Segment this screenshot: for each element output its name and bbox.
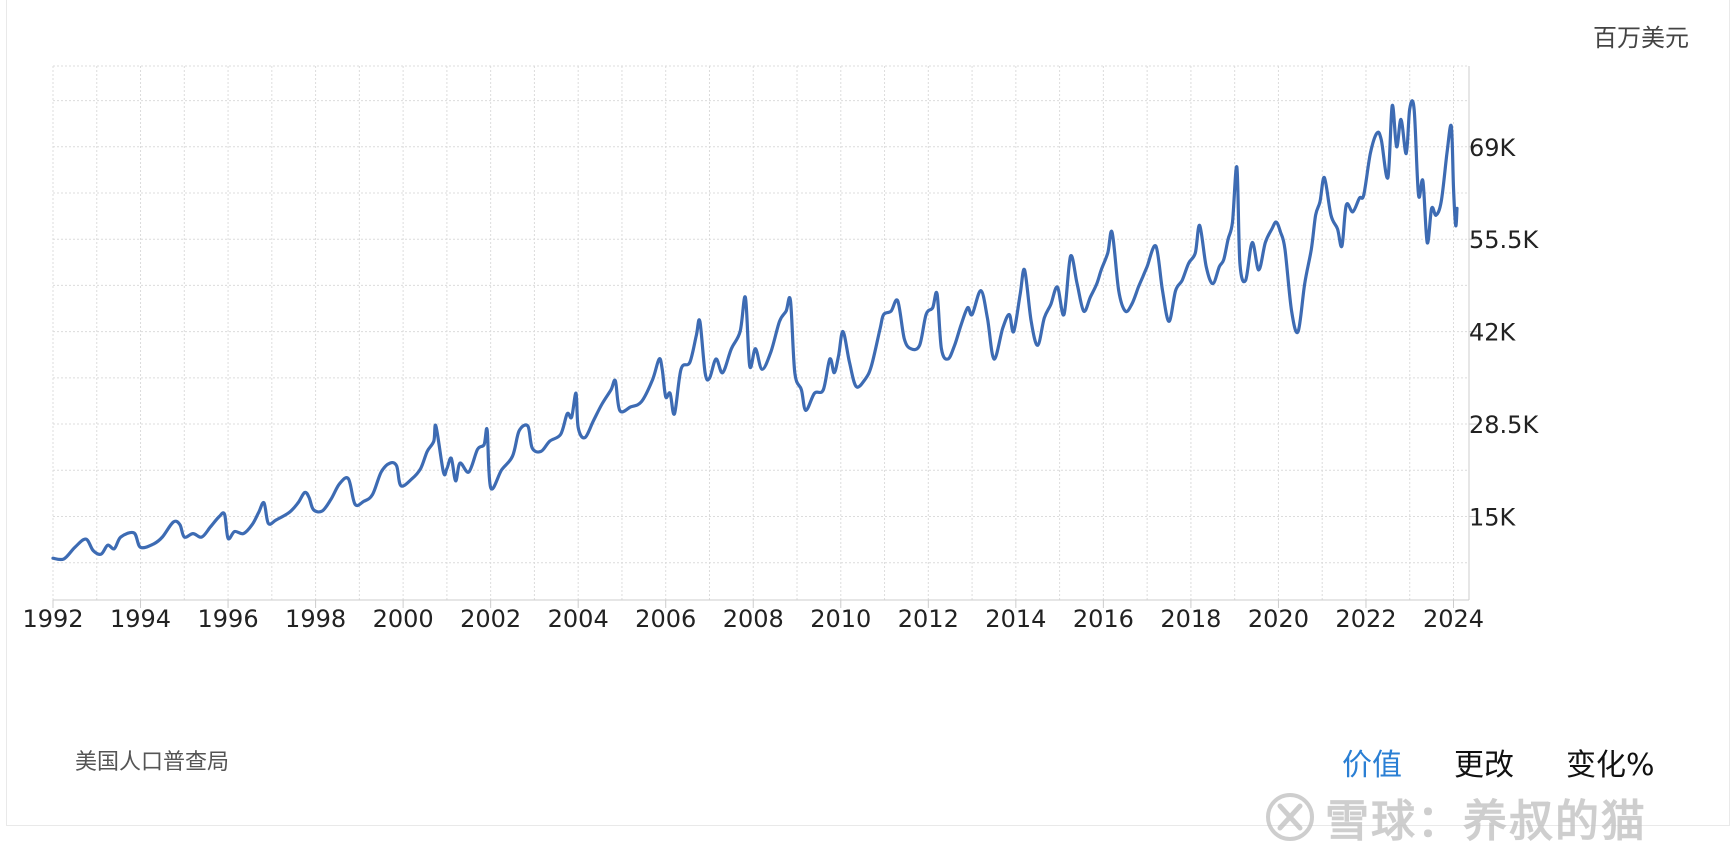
x-tick-label: 2014 [985,605,1046,633]
x-tick-label: 2002 [460,605,521,633]
x-tick-label: 2000 [373,605,434,633]
y-tick-label: 15K [1469,503,1517,531]
y-tick-label: 42K [1469,319,1517,347]
x-tick-label: 2012 [898,605,959,633]
x-tick-label: 2024 [1423,605,1484,633]
y-tick-label: 28.5K [1469,411,1539,439]
x-tick-label: 1996 [198,605,259,633]
y-tick-label: 69K [1469,134,1517,162]
line-chart: 15K 28.5K 42K 55.5K 69K 1992 1994 1996 1998 2000 2… [22,65,1539,633]
source-label: 美国人口普查局 [75,750,230,775]
x-tick-label: 1992 [22,605,83,633]
x-tick-label: 2020 [1248,605,1309,633]
x-tick-label: 2022 [1335,605,1396,633]
x-tick-label: 1998 [285,605,346,633]
x-tick-label: 2018 [1160,605,1221,633]
chart-card: 15K 28.5K 42K 55.5K 69K 1992 1994 1996 1998 2000 2… [6,0,1730,826]
view-tabs: 价值 更改 变化% [1342,740,1655,784]
watermark: 雪球：养叔的猫 [1265,785,1647,849]
tab-value[interactable]: 价值 [1342,748,1402,783]
tab-change[interactable]: 更改 [1454,748,1514,783]
x-tick-label: 2010 [810,605,871,633]
watermark-text: 雪球：养叔的猫 [1325,796,1647,847]
x-tick-label: 2006 [635,605,696,633]
x-tick-label: 2008 [723,605,784,633]
x-tick-label: 2004 [548,605,609,633]
snowball-logo-icon [1266,793,1314,841]
y-tick-label: 55.5K [1469,226,1539,254]
series-line [51,99,1459,562]
tab-change-percent[interactable]: 变化% [1566,748,1655,783]
unit-label: 百万美元 [1593,24,1689,52]
x-tick-label: 2016 [1073,605,1134,633]
x-tick-label: 1994 [110,605,171,633]
